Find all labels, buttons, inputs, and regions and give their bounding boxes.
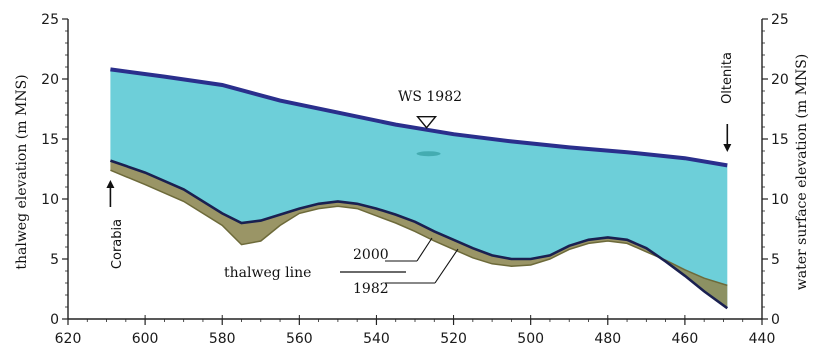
ws-marker-triangle — [416, 116, 438, 129]
ws-ripple — [416, 151, 441, 157]
label-2000: 2000 — [353, 247, 389, 263]
x-tick-label-600: 600 — [132, 331, 159, 347]
y-left-tick-label-20: 20 — [41, 72, 59, 88]
thalweg-line-label: thalweg line — [224, 265, 311, 281]
series-line-2000 — [109, 159, 729, 310]
corabia-label: Corabia — [110, 219, 125, 269]
x-tick-label-440: 440 — [749, 331, 776, 347]
y-axis-left-title: thalweg elevation (m MNS) — [14, 74, 30, 269]
y-left-tick-label-10: 10 — [41, 192, 59, 208]
x-tick-label-480: 480 — [594, 331, 621, 347]
y-left-tick-label-15: 15 — [41, 132, 59, 148]
x-tick-label-500: 500 — [517, 331, 544, 347]
y-right-tick-label-5: 5 — [771, 252, 780, 268]
oltenita-arrow-head — [723, 144, 732, 152]
x-tick-label-540: 540 — [363, 331, 390, 347]
y-left-tick-label-0: 0 — [50, 312, 59, 328]
corabia-arrow-head — [106, 180, 115, 188]
y-left-tick-label-5: 5 — [50, 252, 59, 268]
water-body — [110, 69, 728, 309]
ws-1982-label: WS 1982 — [398, 89, 462, 105]
y-right-tick-label-15: 15 — [771, 132, 789, 148]
y-left-tick-label-25: 25 — [41, 12, 59, 28]
x-tick-label-580: 580 — [209, 331, 236, 347]
y-axis-right-title: water surface elevation (m MNS) — [794, 54, 810, 291]
x-tick-label-520: 520 — [440, 331, 467, 347]
oltenita-label: Oltenita — [720, 52, 735, 104]
axes: 620 600 580 560 540 520 500 480 460 4400510152025… — [41, 12, 789, 347]
x-tick-label-560: 560 — [286, 331, 313, 347]
label-1982: 1982 — [353, 281, 389, 297]
y-right-tick-label-0: 0 — [771, 312, 780, 328]
series-line-ws-1982 — [110, 67, 728, 168]
x-tick-label-620: 620 — [55, 331, 82, 347]
y-right-tick-label-20: 20 — [771, 72, 789, 88]
label-1982-leader — [434, 248, 459, 284]
plot-area — [106, 67, 732, 310]
label-2000-leader — [416, 237, 433, 262]
y-right-tick-label-25: 25 — [771, 12, 789, 28]
x-tick-label-460: 460 — [672, 331, 699, 347]
y-right-tick-label-10: 10 — [771, 192, 789, 208]
sediment-band — [110, 160, 728, 309]
series-line-1982 — [110, 169, 728, 287]
